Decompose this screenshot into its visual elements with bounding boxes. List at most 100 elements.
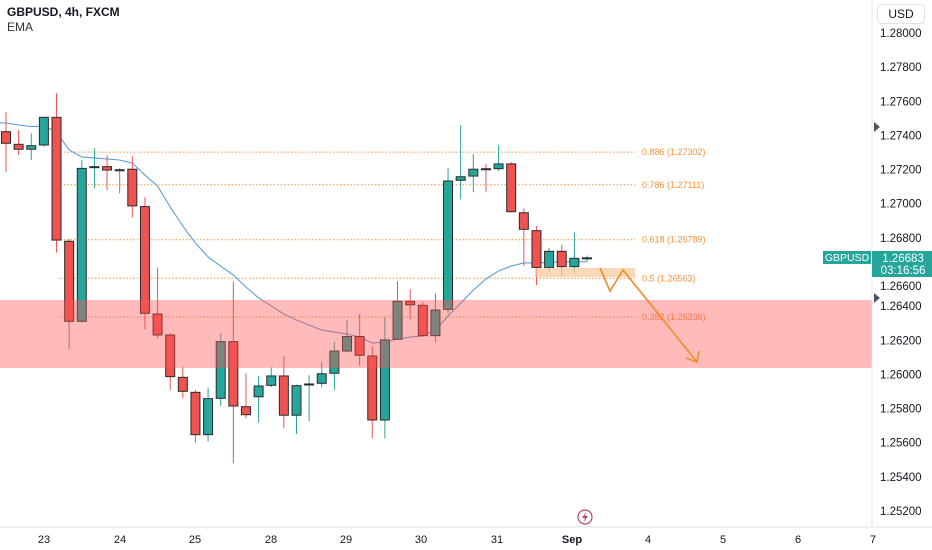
time-tick-label: 7 <box>870 534 876 546</box>
price-tick-label: 1.27800 <box>880 62 922 74</box>
candle-body <box>127 168 138 207</box>
time-axis[interactable]: 23 24 25 28 29 30 31 Sep 4 5 6 7 <box>38 534 876 546</box>
candle-body <box>215 341 226 399</box>
candle <box>544 247 555 272</box>
candle <box>203 387 214 442</box>
candle-body <box>102 166 113 171</box>
bar-countdown: 03:16:56 <box>881 265 926 277</box>
time-tick-label: 4 <box>645 534 651 546</box>
candle-body <box>480 168 491 171</box>
candle <box>569 232 580 274</box>
time-tick-label: 29 <box>340 534 352 546</box>
candle <box>240 373 251 419</box>
candle <box>228 281 239 464</box>
price-tick-label: 1.25800 <box>880 404 922 416</box>
candle <box>64 239 75 350</box>
candle-body <box>240 406 251 416</box>
price-tick-label: 1.26600 <box>880 281 922 293</box>
candle-body <box>253 385 264 398</box>
price-tick-label: 1.26200 <box>880 335 922 347</box>
candle-body <box>203 398 214 436</box>
price-tick-label: 1.25400 <box>880 472 922 484</box>
candle <box>506 162 517 213</box>
candle <box>480 163 491 193</box>
candle <box>76 160 87 323</box>
time-tick-label: 30 <box>415 534 427 546</box>
projection-arrow[interactable] <box>599 267 700 364</box>
candle-body <box>342 336 353 352</box>
time-axis-border <box>0 526 932 528</box>
candle-body <box>392 300 403 340</box>
candle-body <box>506 163 517 213</box>
fib-level-label: 0.382 (1.26336) <box>642 312 706 322</box>
candle-body <box>278 375 289 416</box>
time-tick-label: 24 <box>114 534 126 546</box>
candle-body <box>304 383 315 386</box>
fib-level-label: 0.886 (1.27302) <box>642 147 706 157</box>
candle <box>354 313 365 367</box>
candle-body <box>518 212 529 230</box>
candle <box>13 129 24 156</box>
candle <box>392 281 403 340</box>
price-tick-label: 1.26400 <box>880 301 922 313</box>
candle-body <box>468 168 479 177</box>
candle <box>417 301 428 337</box>
candle <box>266 367 277 388</box>
candle-body <box>89 166 100 169</box>
fib-05-highlight <box>535 268 635 277</box>
currency-button[interactable]: USD <box>877 4 925 24</box>
ema-series <box>0 122 587 344</box>
time-tick-label: Sep <box>562 534 582 546</box>
price-tick-label: 1.27600 <box>880 96 922 108</box>
candle-body <box>544 250 555 268</box>
candle <box>379 317 390 439</box>
candle <box>405 289 416 320</box>
candle-body <box>38 116 49 146</box>
time-tick-label: 25 <box>189 534 201 546</box>
candle-body <box>177 376 188 392</box>
events-bolt-icon[interactable] <box>577 509 593 525</box>
axis-marker-icon <box>874 293 880 303</box>
candle <box>278 355 289 429</box>
candle <box>443 168 454 314</box>
fib-level-label: 0.618 (1.26789) <box>642 235 706 245</box>
candle-body <box>228 341 239 407</box>
candle <box>89 148 100 189</box>
price-tick-label: 1.26000 <box>880 369 922 381</box>
symbol-title[interactable]: GBPUSD, 4h, FXCM <box>7 5 120 19</box>
candle-body <box>316 373 327 384</box>
candle <box>581 255 592 262</box>
candle-body <box>455 176 466 181</box>
candle-body <box>64 240 75 322</box>
candle-body <box>367 355 378 421</box>
chart-legend: GBPUSD, 4h, FXCM EMA <box>7 5 120 35</box>
last-price-label: GBPUSD 1.26683 03:16:56 <box>823 251 932 277</box>
candle-body <box>152 313 163 336</box>
last-price-value: 1.26683 <box>882 253 924 265</box>
fib-retracement[interactable]: 0.886 (1.27302) 0.786 (1.27111) 0.618 (1.2… <box>60 147 706 322</box>
time-tick-label: 28 <box>265 534 277 546</box>
price-tick-label: 1.26800 <box>880 233 922 245</box>
supply-zone[interactable] <box>0 299 872 368</box>
candle-body <box>13 143 24 150</box>
candle-body <box>556 250 567 268</box>
candle-body <box>581 257 592 260</box>
price-axis[interactable]: 1.28000 1.27800 1.27600 1.27400 1.27200 1.270… <box>880 28 922 518</box>
candle <box>127 156 138 218</box>
time-tick-label: 6 <box>795 534 801 546</box>
candle-body <box>51 116 62 241</box>
candle <box>329 341 340 390</box>
candles <box>1 93 592 464</box>
candle <box>102 155 113 191</box>
candle-body <box>531 230 542 268</box>
indicator-label[interactable]: EMA <box>7 20 34 34</box>
candle-body <box>443 180 454 310</box>
candle <box>152 267 163 339</box>
candle <box>304 375 315 422</box>
fib-level-label: 0.5 (1.26563) <box>642 273 696 283</box>
candle <box>253 375 264 423</box>
candle-body <box>569 257 580 268</box>
candle <box>291 384 302 434</box>
time-tick-label: 5 <box>720 534 726 546</box>
